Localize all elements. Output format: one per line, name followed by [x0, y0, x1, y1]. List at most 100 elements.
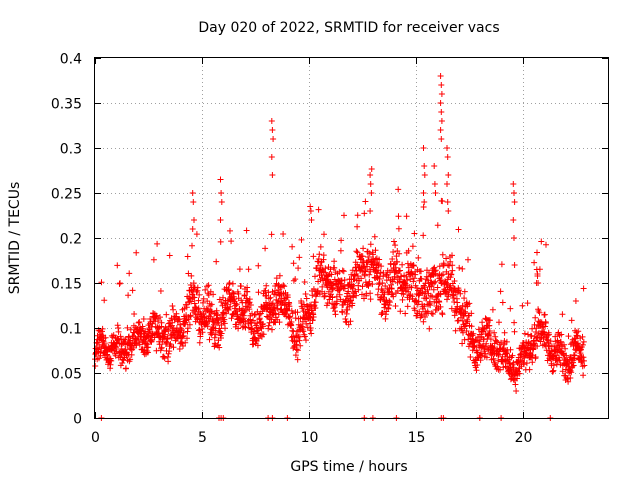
data-point [358, 275, 365, 282]
data-point [230, 297, 237, 304]
data-point [403, 273, 410, 280]
data-point [420, 232, 427, 239]
data-point [543, 241, 549, 248]
data-point [140, 316, 147, 322]
data-point [460, 329, 466, 336]
data-point [490, 345, 497, 351]
data-point [473, 367, 480, 374]
data-point [415, 254, 422, 261]
data-point [438, 91, 445, 97]
data-point [218, 190, 225, 196]
data-point [438, 109, 445, 115]
data-point [444, 199, 451, 205]
data-point [490, 356, 497, 362]
data-point [537, 338, 544, 345]
data-point [344, 306, 351, 313]
data-point [205, 292, 212, 298]
data-point [444, 296, 450, 303]
data-point [550, 367, 557, 374]
data-point [321, 292, 328, 299]
y-tick-label: 0.05 [51, 367, 82, 383]
data-point [415, 298, 422, 305]
data-point [151, 334, 158, 341]
data-point [529, 352, 536, 359]
data-point [332, 301, 339, 308]
data-point [217, 238, 224, 245]
data-point [201, 313, 208, 320]
data-point [218, 335, 224, 341]
data-point [456, 287, 462, 294]
data-point [107, 361, 114, 368]
data-point [487, 336, 494, 343]
data-point [372, 247, 379, 254]
data-point [187, 312, 194, 319]
data-point [534, 249, 540, 256]
data-point [338, 237, 345, 244]
data-point [580, 372, 587, 379]
data-point [114, 262, 121, 269]
data-point [284, 294, 291, 301]
data-point [138, 334, 145, 340]
data-point [157, 314, 163, 321]
data-point [468, 310, 475, 317]
data-point [352, 288, 359, 295]
data-point [169, 303, 176, 309]
data-point [208, 301, 215, 308]
data-point [164, 336, 171, 342]
data-point [347, 318, 354, 325]
data-point [570, 343, 577, 349]
data-point [513, 388, 520, 394]
data-point [519, 302, 526, 309]
data-point [210, 291, 217, 298]
data-point [115, 328, 122, 335]
data-point [206, 336, 213, 343]
data-point [296, 254, 303, 261]
data-point [533, 337, 540, 344]
data-point [487, 317, 493, 324]
x-tick-label: 15 [408, 430, 426, 446]
data-point [395, 213, 402, 220]
data-point [217, 217, 224, 223]
data-point [552, 348, 558, 355]
data-point [321, 231, 327, 238]
data-point [507, 305, 514, 312]
data-point [180, 343, 186, 349]
data-point [292, 352, 299, 359]
data-point [410, 262, 417, 269]
data-point [568, 317, 575, 324]
data-point [462, 310, 469, 317]
data-point [379, 287, 386, 294]
data-point [195, 297, 202, 304]
data-point [431, 163, 438, 169]
data-point [301, 301, 307, 308]
data-point [191, 217, 197, 223]
data-point [130, 344, 137, 351]
data-point [307, 320, 314, 327]
data-point [354, 223, 361, 230]
data-point [341, 212, 347, 219]
data-point [464, 318, 471, 325]
data-point [403, 213, 410, 220]
data-point [326, 296, 333, 303]
data-point [145, 322, 152, 329]
data-point [455, 226, 462, 233]
data-point [484, 345, 491, 352]
data-point [327, 266, 334, 273]
data-point [298, 236, 305, 243]
data-point [184, 335, 190, 342]
data-point [268, 301, 275, 308]
data-point [483, 340, 490, 347]
x-tick-label: 20 [515, 430, 533, 446]
data-point [165, 358, 172, 365]
data-point [244, 288, 251, 295]
data-point [444, 154, 451, 160]
data-point [408, 270, 415, 277]
data-point [92, 363, 99, 369]
data-point [486, 322, 493, 329]
data-point [228, 315, 235, 322]
data-point [325, 272, 332, 279]
data-point [579, 341, 586, 348]
data-point [534, 271, 541, 277]
x-tick-labels: 0 5 10 15 20 [91, 430, 532, 446]
data-point [161, 355, 168, 362]
